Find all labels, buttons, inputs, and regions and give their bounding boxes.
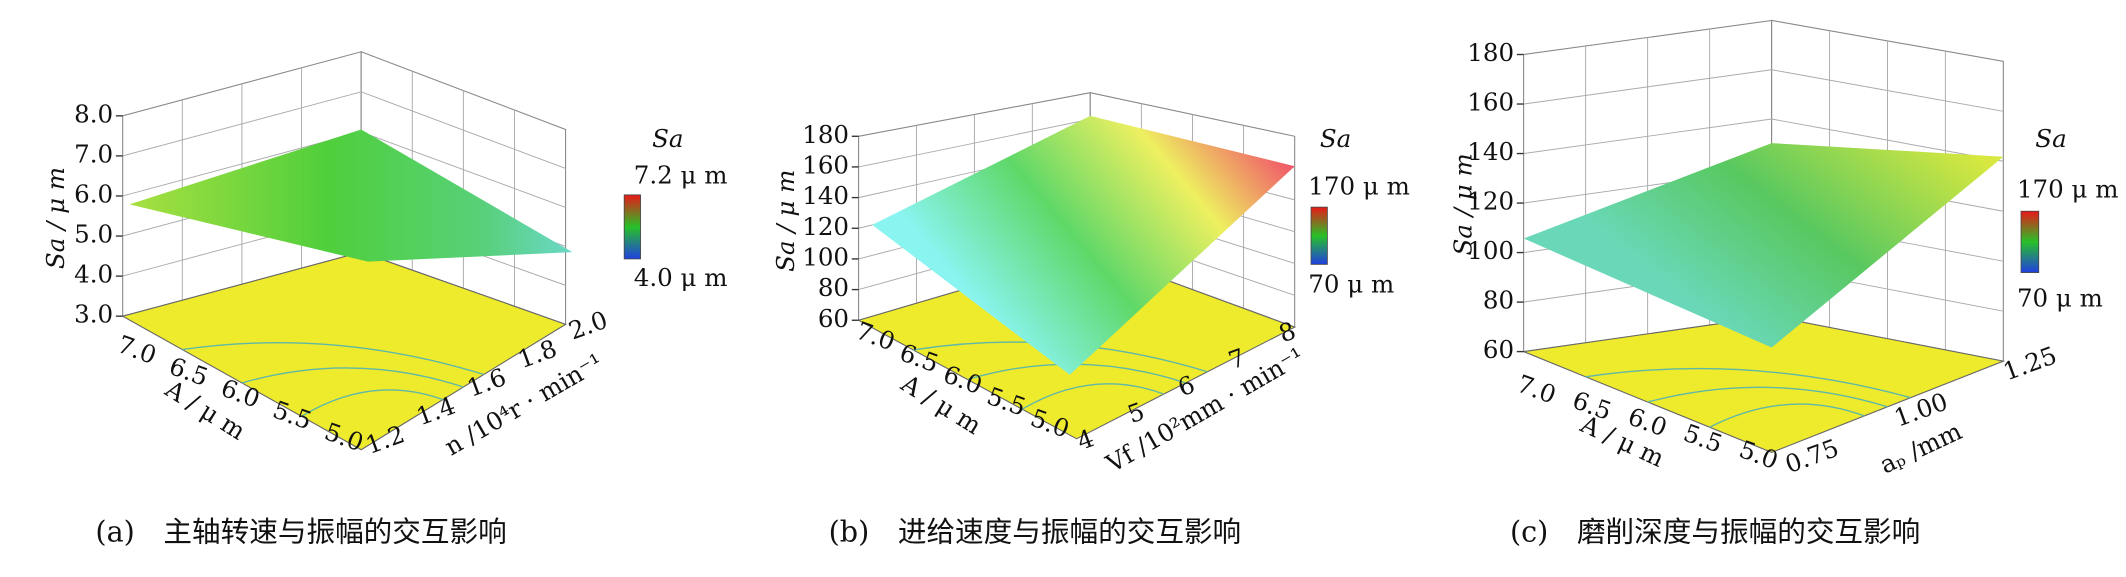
z-tick-label: 3.0: [74, 300, 113, 329]
colorbar-max: 7.2 μ m: [634, 161, 728, 190]
z-tick-label: 100: [802, 242, 849, 271]
floor: [1521, 315, 2006, 454]
z-tick-label: 100: [1467, 236, 1514, 265]
z-axis-title: Sa / μ m: [771, 170, 800, 272]
x-tick-label: 7.0: [114, 329, 161, 370]
grid-line: [1523, 118, 2004, 162]
caption: (c) 磨削深度与振幅的交互影响: [1510, 515, 1920, 549]
colorbar-title: Sa: [2035, 124, 2066, 153]
z-axis-title: Sa / μ m: [1449, 153, 1478, 255]
z-tick-label: 60: [1483, 335, 1514, 364]
contour: [1021, 383, 1165, 410]
grid-line: [122, 91, 566, 169]
contour: [182, 342, 485, 376]
contour: [1585, 367, 1911, 399]
z-tick-label: 180: [1467, 38, 1514, 67]
colorbar: [623, 194, 641, 260]
y-axis-title: aₚ /mm: [1875, 416, 1966, 479]
y-tick-label: 2.0: [565, 305, 612, 346]
colorbar-min: 4.0 μ m: [634, 263, 728, 292]
y-tick-label: 1.25: [1999, 340, 2060, 386]
z-axis-title: Sa / μ m: [41, 167, 70, 269]
floor: [121, 251, 567, 451]
z-tick-label: 4.0: [74, 260, 113, 289]
colorbar-max: 170 μ m: [1308, 172, 1410, 201]
colorbar-min: 70 μ m: [1308, 270, 1394, 299]
x-tick-label: 7.0: [1513, 369, 1560, 410]
z-tick-label: 180: [802, 120, 849, 149]
contour: [241, 367, 464, 388]
z-tick-label: 140: [802, 181, 849, 210]
contour: [301, 389, 444, 417]
caption: (b) 进给速度与振幅的交互影响: [829, 515, 1242, 549]
contour: [1647, 386, 1888, 408]
surface: [129, 129, 573, 262]
colorbar-max: 170 μ m: [2017, 174, 2119, 203]
z-tick-label: 140: [1467, 137, 1514, 166]
z-tick-label: 160: [1467, 88, 1514, 117]
z-tick-label: 80: [1483, 286, 1514, 315]
z-tick-label: 120: [802, 212, 849, 241]
colorbar: [2020, 210, 2040, 273]
contour: [1709, 403, 1865, 428]
z-tick-label: 120: [1467, 187, 1514, 216]
colorbar: [1310, 206, 1328, 265]
grid-line: [1523, 69, 2004, 112]
colorbar-title: Sa: [1320, 124, 1351, 153]
z-tick-label: 80: [818, 273, 849, 302]
caption: (a) 主轴转速与振幅的交互影响: [95, 515, 506, 549]
z-tick-label: 7.0: [74, 139, 113, 168]
z-tick-label: 160: [802, 150, 849, 179]
surface: [872, 115, 1295, 375]
z-tick-label: 5.0: [74, 220, 113, 249]
colorbar-min: 70 μ m: [2017, 283, 2103, 312]
z-tick-label: 8.0: [74, 99, 113, 128]
colorbar-title: Sa: [652, 124, 683, 153]
surface: [1523, 143, 2004, 348]
z-tick-label: 60: [818, 304, 849, 333]
y-tick-label: 8: [1275, 316, 1300, 349]
z-tick-label: 6.0: [74, 179, 113, 208]
